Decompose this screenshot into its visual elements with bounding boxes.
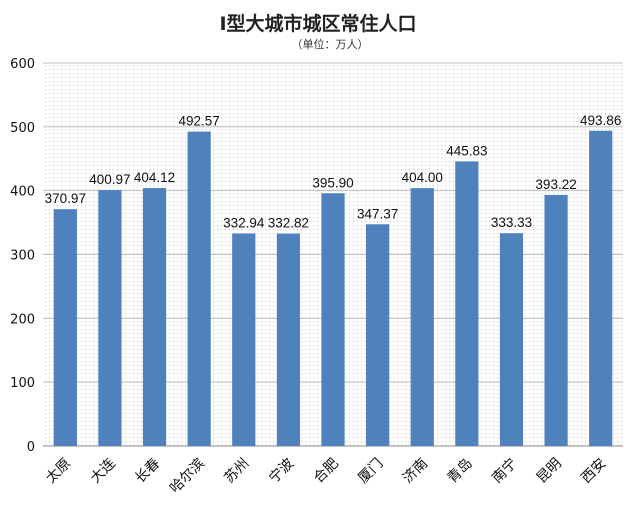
x-category-label: 大连 bbox=[88, 456, 119, 487]
x-axis-categories: 太原 大连 长春 哈尔滨 苏州 宁波 合肥 厦门 济南 青岛 南宁 昆明 西安 bbox=[43, 455, 609, 497]
chart-title: Ⅰ型大城市城区常住人口 bbox=[219, 12, 416, 35]
x-category-label: 济南 bbox=[400, 456, 431, 487]
x-category-label: 青岛 bbox=[445, 456, 476, 487]
bar bbox=[499, 233, 524, 446]
bar bbox=[53, 209, 77, 446]
data-label: 395.90 bbox=[312, 175, 353, 190]
y-tick-label: 0 bbox=[27, 440, 35, 455]
data-label: 404.00 bbox=[402, 170, 443, 185]
x-category-label: 厦门 bbox=[355, 456, 386, 487]
x-category-label: 昆明 bbox=[534, 456, 565, 487]
data-label: 493.86 bbox=[580, 113, 621, 128]
y-axis-ticks: 0 100 200 300 400 500 600 bbox=[10, 57, 35, 455]
bar bbox=[589, 130, 613, 447]
bar bbox=[276, 233, 300, 446]
data-label: 347.37 bbox=[357, 206, 398, 221]
y-tick-label: 400 bbox=[10, 185, 35, 200]
data-label: 393.22 bbox=[535, 177, 576, 192]
data-label: 332.94 bbox=[223, 215, 265, 230]
bar bbox=[187, 131, 211, 446]
y-tick-label: 300 bbox=[10, 249, 35, 264]
data-label: 400.97 bbox=[89, 172, 130, 187]
data-label: 332.82 bbox=[268, 216, 309, 231]
bar bbox=[232, 233, 256, 446]
y-tick-label: 500 bbox=[10, 121, 35, 136]
y-tick-label: 200 bbox=[10, 312, 35, 327]
x-category-label: 西安 bbox=[578, 456, 609, 487]
data-label: 333.33 bbox=[491, 215, 532, 230]
data-label: 492.57 bbox=[179, 114, 220, 129]
chart-subtitle: （单位：万人） bbox=[292, 37, 369, 51]
x-category-label: 长春 bbox=[132, 456, 163, 487]
data-label: 404.12 bbox=[134, 170, 175, 185]
data-label: 370.97 bbox=[45, 191, 86, 206]
bar bbox=[142, 188, 167, 446]
data-label: 445.83 bbox=[446, 143, 487, 158]
x-category-label: 宁波 bbox=[265, 455, 297, 487]
y-tick-label: 600 bbox=[10, 57, 35, 72]
bar bbox=[321, 193, 345, 446]
bar bbox=[98, 190, 122, 446]
x-category-label: 哈尔滨 bbox=[167, 456, 208, 497]
x-category-label: 太原 bbox=[43, 456, 74, 487]
bar bbox=[410, 188, 434, 446]
bar bbox=[544, 194, 568, 446]
bars bbox=[53, 130, 613, 447]
bar bbox=[366, 224, 390, 446]
x-category-label: 合肥 bbox=[311, 456, 342, 487]
x-category-label: 南宁 bbox=[488, 455, 520, 487]
bar bbox=[455, 161, 479, 446]
y-tick-label: 100 bbox=[10, 376, 35, 391]
x-category-label: 苏州 bbox=[221, 456, 252, 487]
